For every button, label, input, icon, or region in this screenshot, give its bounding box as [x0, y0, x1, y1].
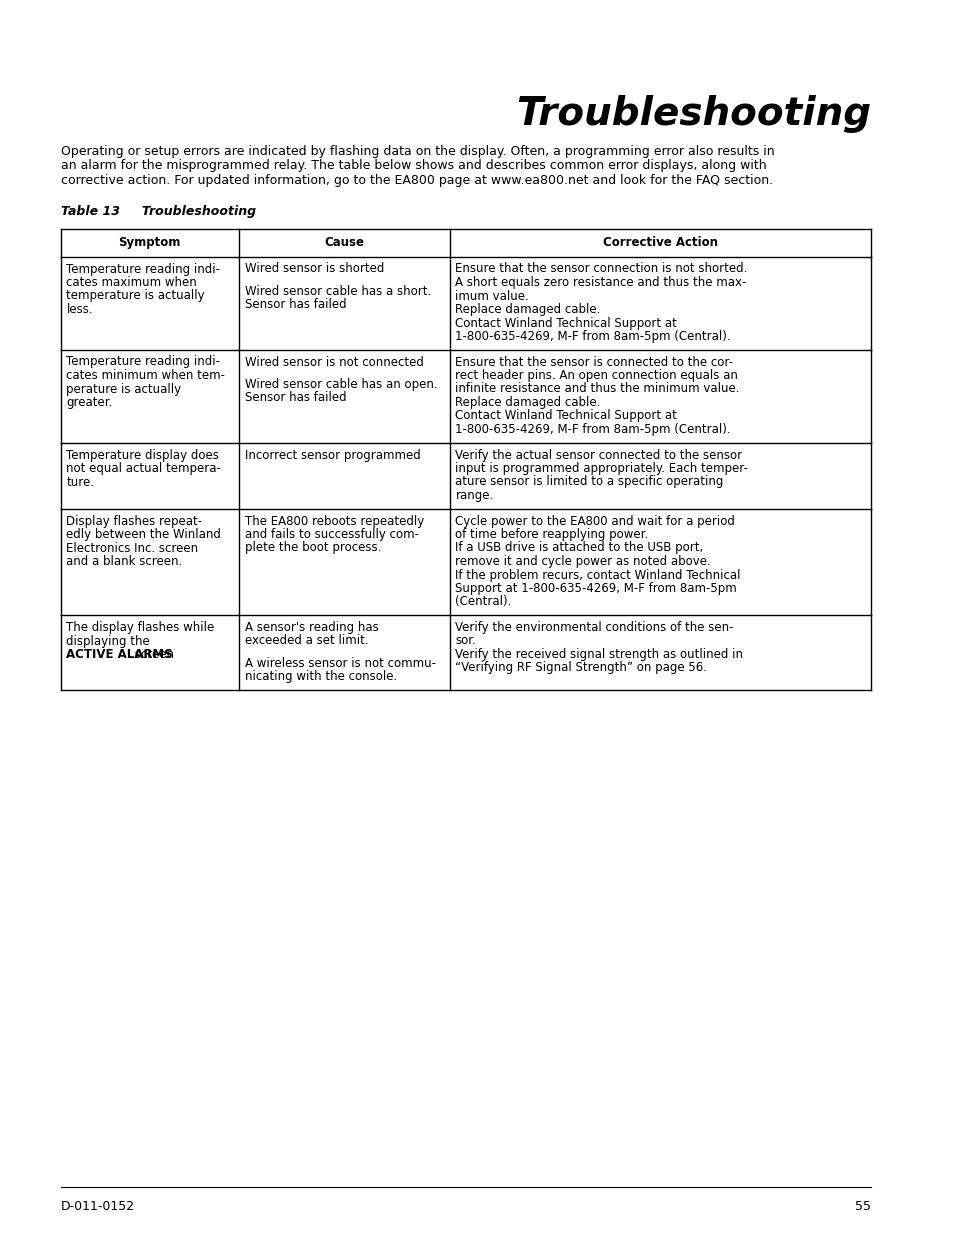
Text: edly between the Winland: edly between the Winland: [67, 529, 221, 541]
Text: displaying the: displaying the: [67, 635, 150, 647]
Text: Replace damaged cable.: Replace damaged cable.: [455, 303, 600, 316]
Text: A sensor's reading has: A sensor's reading has: [245, 621, 378, 634]
Text: infinite resistance and thus the minimum value.: infinite resistance and thus the minimum…: [455, 383, 740, 395]
Text: and fails to successfully com-: and fails to successfully com-: [245, 529, 418, 541]
Text: Wired sensor is not connected: Wired sensor is not connected: [245, 356, 423, 368]
Text: Incorrect sensor programmed: Incorrect sensor programmed: [245, 448, 420, 462]
Text: Verify the actual sensor connected to the sensor: Verify the actual sensor connected to th…: [455, 448, 741, 462]
Text: Operating or setup errors are indicated by flashing data on the display. Often, : Operating or setup errors are indicated …: [60, 144, 774, 158]
Text: 55: 55: [854, 1200, 870, 1213]
Text: Temperature reading indi-: Temperature reading indi-: [67, 356, 220, 368]
Text: Cycle power to the EA800 and wait for a period: Cycle power to the EA800 and wait for a …: [455, 515, 735, 527]
Text: screen: screen: [131, 648, 174, 661]
Text: not equal actual tempera-: not equal actual tempera-: [67, 462, 221, 475]
Text: exceeded a set limit.: exceeded a set limit.: [245, 635, 368, 647]
Text: Sensor has failed: Sensor has failed: [245, 299, 346, 311]
Text: A wireless sensor is not commu-: A wireless sensor is not commu-: [245, 657, 436, 669]
Text: Temperature reading indi-: Temperature reading indi-: [67, 263, 220, 275]
Text: Contact Winland Technical Support at: Contact Winland Technical Support at: [455, 410, 677, 422]
Text: corrective action. For updated information, go to the EA800 page at www.ea800.ne: corrective action. For updated informati…: [60, 174, 772, 186]
Text: Corrective Action: Corrective Action: [602, 236, 717, 249]
Text: Temperature display does: Temperature display does: [67, 448, 219, 462]
Text: imum value.: imum value.: [455, 289, 529, 303]
Text: Verify the received signal strength as outlined in: Verify the received signal strength as o…: [455, 648, 742, 661]
Text: rect header pins. An open connection equals an: rect header pins. An open connection equ…: [455, 369, 738, 382]
Text: ACTIVE ALARMS: ACTIVE ALARMS: [67, 648, 173, 661]
Text: If a USB drive is attached to the USB port,: If a USB drive is attached to the USB po…: [455, 541, 703, 555]
Text: 1-800-635-4269, M-F from 8am-5pm (Central).: 1-800-635-4269, M-F from 8am-5pm (Centra…: [455, 424, 730, 436]
Text: “Verifying RF Signal Strength” on page 56.: “Verifying RF Signal Strength” on page 5…: [455, 662, 707, 674]
Text: Electronics Inc. screen: Electronics Inc. screen: [67, 541, 198, 555]
Text: Table 13     Troubleshooting: Table 13 Troubleshooting: [60, 205, 255, 217]
Text: D-011-0152: D-011-0152: [60, 1200, 134, 1213]
Text: Sensor has failed: Sensor has failed: [245, 391, 346, 404]
Text: ature sensor is limited to a specific operating: ature sensor is limited to a specific op…: [455, 475, 723, 489]
Text: input is programmed appropriately. Each temper-: input is programmed appropriately. Each …: [455, 462, 747, 475]
Text: (Central).: (Central).: [455, 595, 512, 609]
Text: ture.: ture.: [67, 475, 94, 489]
Text: perature is actually: perature is actually: [67, 383, 181, 395]
Text: Replace damaged cable.: Replace damaged cable.: [455, 396, 600, 409]
Text: of time before reapplying power.: of time before reapplying power.: [455, 529, 648, 541]
Text: 1-800-635-4269, M-F from 8am-5pm (Central).: 1-800-635-4269, M-F from 8am-5pm (Centra…: [455, 330, 730, 343]
Text: If the problem recurs, contact Winland Technical: If the problem recurs, contact Winland T…: [455, 568, 740, 582]
Text: sor.: sor.: [455, 635, 476, 647]
Text: Verify the environmental conditions of the sen-: Verify the environmental conditions of t…: [455, 621, 733, 634]
Text: Cause: Cause: [324, 236, 364, 249]
Text: an alarm for the misprogrammed relay. The table below shows and describes common: an alarm for the misprogrammed relay. Th…: [60, 159, 765, 173]
Text: The EA800 reboots repeatedly: The EA800 reboots repeatedly: [245, 515, 423, 527]
Text: Troubleshooting: Troubleshooting: [516, 95, 870, 133]
Text: Contact Winland Technical Support at: Contact Winland Technical Support at: [455, 316, 677, 330]
Text: less.: less.: [67, 303, 93, 316]
Text: The display flashes while: The display flashes while: [67, 621, 214, 634]
Text: Symptom: Symptom: [118, 236, 181, 249]
Text: Wired sensor cable has a short.: Wired sensor cable has a short.: [245, 285, 431, 298]
Text: cates minimum when tem-: cates minimum when tem-: [67, 369, 225, 382]
Text: temperature is actually: temperature is actually: [67, 289, 205, 303]
Text: greater.: greater.: [67, 396, 112, 409]
Text: Wired sensor is shorted: Wired sensor is shorted: [245, 263, 384, 275]
Text: cates maximum when: cates maximum when: [67, 275, 197, 289]
Text: and a blank screen.: and a blank screen.: [67, 555, 182, 568]
Text: Support at 1-800-635-4269, M-F from 8am-5pm: Support at 1-800-635-4269, M-F from 8am-…: [455, 582, 737, 595]
Text: Ensure that the sensor connection is not shorted.: Ensure that the sensor connection is not…: [455, 263, 747, 275]
Text: nicating with the console.: nicating with the console.: [245, 671, 396, 683]
Text: remove it and cycle power as noted above.: remove it and cycle power as noted above…: [455, 555, 711, 568]
Text: Display flashes repeat-: Display flashes repeat-: [67, 515, 202, 527]
Text: plete the boot process.: plete the boot process.: [245, 541, 380, 555]
Text: A short equals zero resistance and thus the max-: A short equals zero resistance and thus …: [455, 275, 746, 289]
Text: Wired sensor cable has an open.: Wired sensor cable has an open.: [245, 378, 436, 390]
Text: range.: range.: [455, 489, 494, 501]
Text: Ensure that the sensor is connected to the cor-: Ensure that the sensor is connected to t…: [455, 356, 733, 368]
